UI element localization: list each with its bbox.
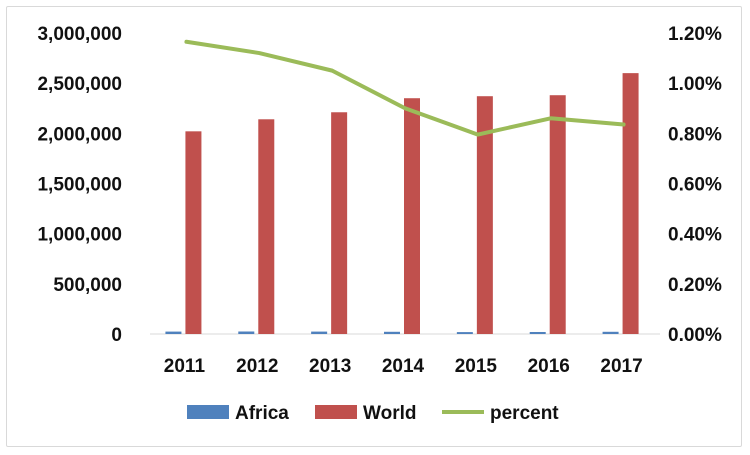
y-right-tick-label: 0.60% <box>668 175 722 196</box>
y-left-tick-label: 2,500,000 <box>37 74 122 95</box>
bar-africa <box>238 331 255 334</box>
legend-label-world: World <box>363 403 416 424</box>
bar-world <box>622 73 639 334</box>
legend-label-percent: percent <box>490 403 559 424</box>
bar-world <box>549 95 566 334</box>
bar-africa <box>165 331 182 334</box>
y-left-tick-label: 1,000,000 <box>37 225 122 246</box>
x-tick-label: 2015 <box>455 356 498 377</box>
y-left-tick-label: 2,000,000 <box>37 124 122 145</box>
bar-africa <box>311 331 328 334</box>
y-left-tick-label: 3,000,000 <box>37 24 122 45</box>
bar-africa <box>384 331 400 334</box>
x-tick-label: 2016 <box>528 356 570 377</box>
y-right-tick-label: 0.40% <box>668 225 722 246</box>
x-tick-label: 2017 <box>600 356 642 377</box>
y-right-tick-label: 1.20% <box>668 24 722 45</box>
bar-africa <box>456 332 473 334</box>
legend-swatch-world <box>315 405 357 419</box>
x-tick-label: 2012 <box>236 356 278 377</box>
chart-frame <box>6 6 742 447</box>
legend-swatch-africa <box>187 405 229 419</box>
bar-africa <box>529 331 546 334</box>
bar-world <box>185 131 202 334</box>
line-percent <box>184 39 626 137</box>
legend-label-africa: Africa <box>235 403 289 424</box>
y-right-tick-label: 0.80% <box>668 124 722 145</box>
y-right-tick-label: 0.20% <box>668 275 722 296</box>
x-tick-label: 2011 <box>164 356 206 377</box>
y-left-tick-label: 0 <box>111 325 122 346</box>
y-left-tick-label: 1,500,000 <box>37 175 122 196</box>
y-right-tick-label: 0.00% <box>668 325 722 346</box>
y-left-tick-label: 500,000 <box>53 275 122 296</box>
bar-africa <box>602 331 619 334</box>
bar-world <box>476 96 493 335</box>
bar-world <box>404 98 420 334</box>
x-tick-label: 2014 <box>382 356 425 377</box>
bar-world <box>331 112 348 334</box>
bar-world <box>258 119 275 334</box>
y-right-tick-label: 1.00% <box>668 74 722 95</box>
x-tick-label: 2013 <box>309 356 351 377</box>
